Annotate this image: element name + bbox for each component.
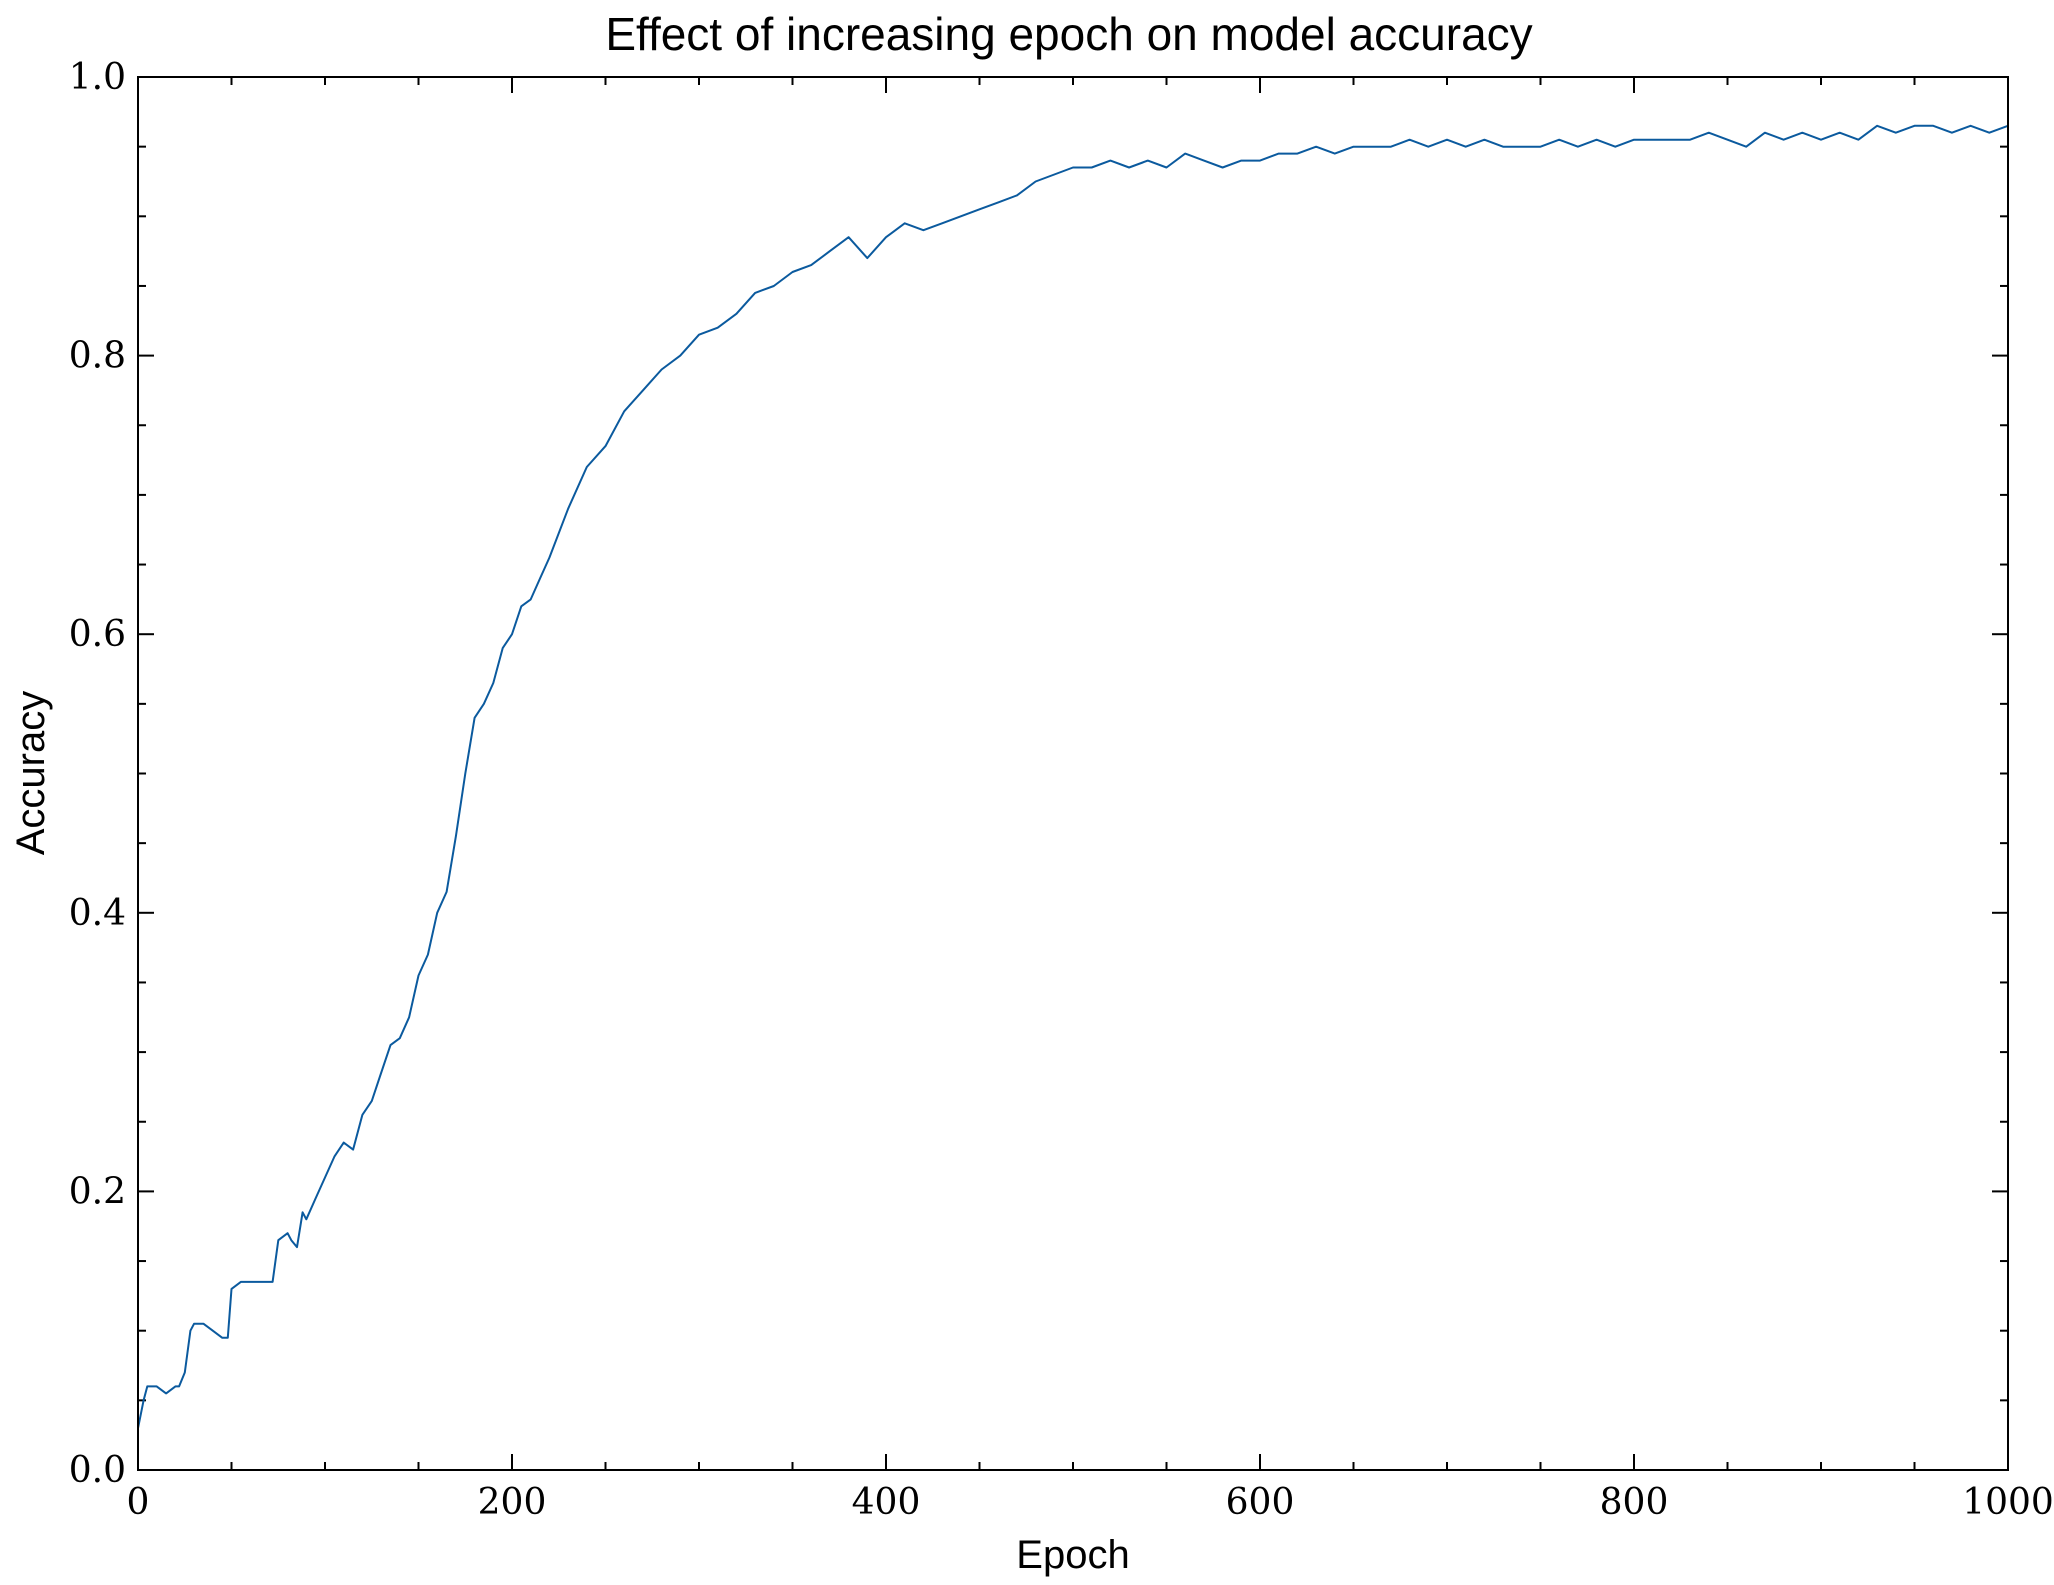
y-tick-label: 0.4	[69, 893, 126, 934]
y-tick-label: 1.0	[69, 57, 126, 98]
y-tick-label: 0.0	[69, 1450, 126, 1491]
y-tick-label: 0.2	[69, 1171, 126, 1212]
x-tick-label: 400	[852, 1482, 921, 1523]
x-tick-label: 1000	[1962, 1482, 2054, 1523]
y-tick-label: 0.8	[69, 336, 126, 377]
plot-frame	[137, 76, 2009, 1471]
axis-tick-labels: 0 200 400 600 800 1000 0.0 0.2 0.4 0.6 0.8 1.0	[69, 57, 2054, 1523]
y-tick-label: 0.6	[69, 614, 126, 655]
series-group	[137, 124, 2009, 1429]
x-axis-label: Epoch	[1016, 1533, 1129, 1577]
accuracy-series-line	[137, 124, 2009, 1429]
x-tick-label: 200	[478, 1482, 547, 1523]
x-tick-label: 0	[127, 1482, 150, 1523]
axis-ticks	[137, 76, 2009, 1471]
y-axis-label: Accuracy	[9, 691, 53, 856]
x-tick-label: 600	[1226, 1482, 1295, 1523]
chart-title: Effect of increasing epoch on model accu…	[605, 8, 1532, 60]
x-tick-label: 800	[1600, 1482, 1669, 1523]
